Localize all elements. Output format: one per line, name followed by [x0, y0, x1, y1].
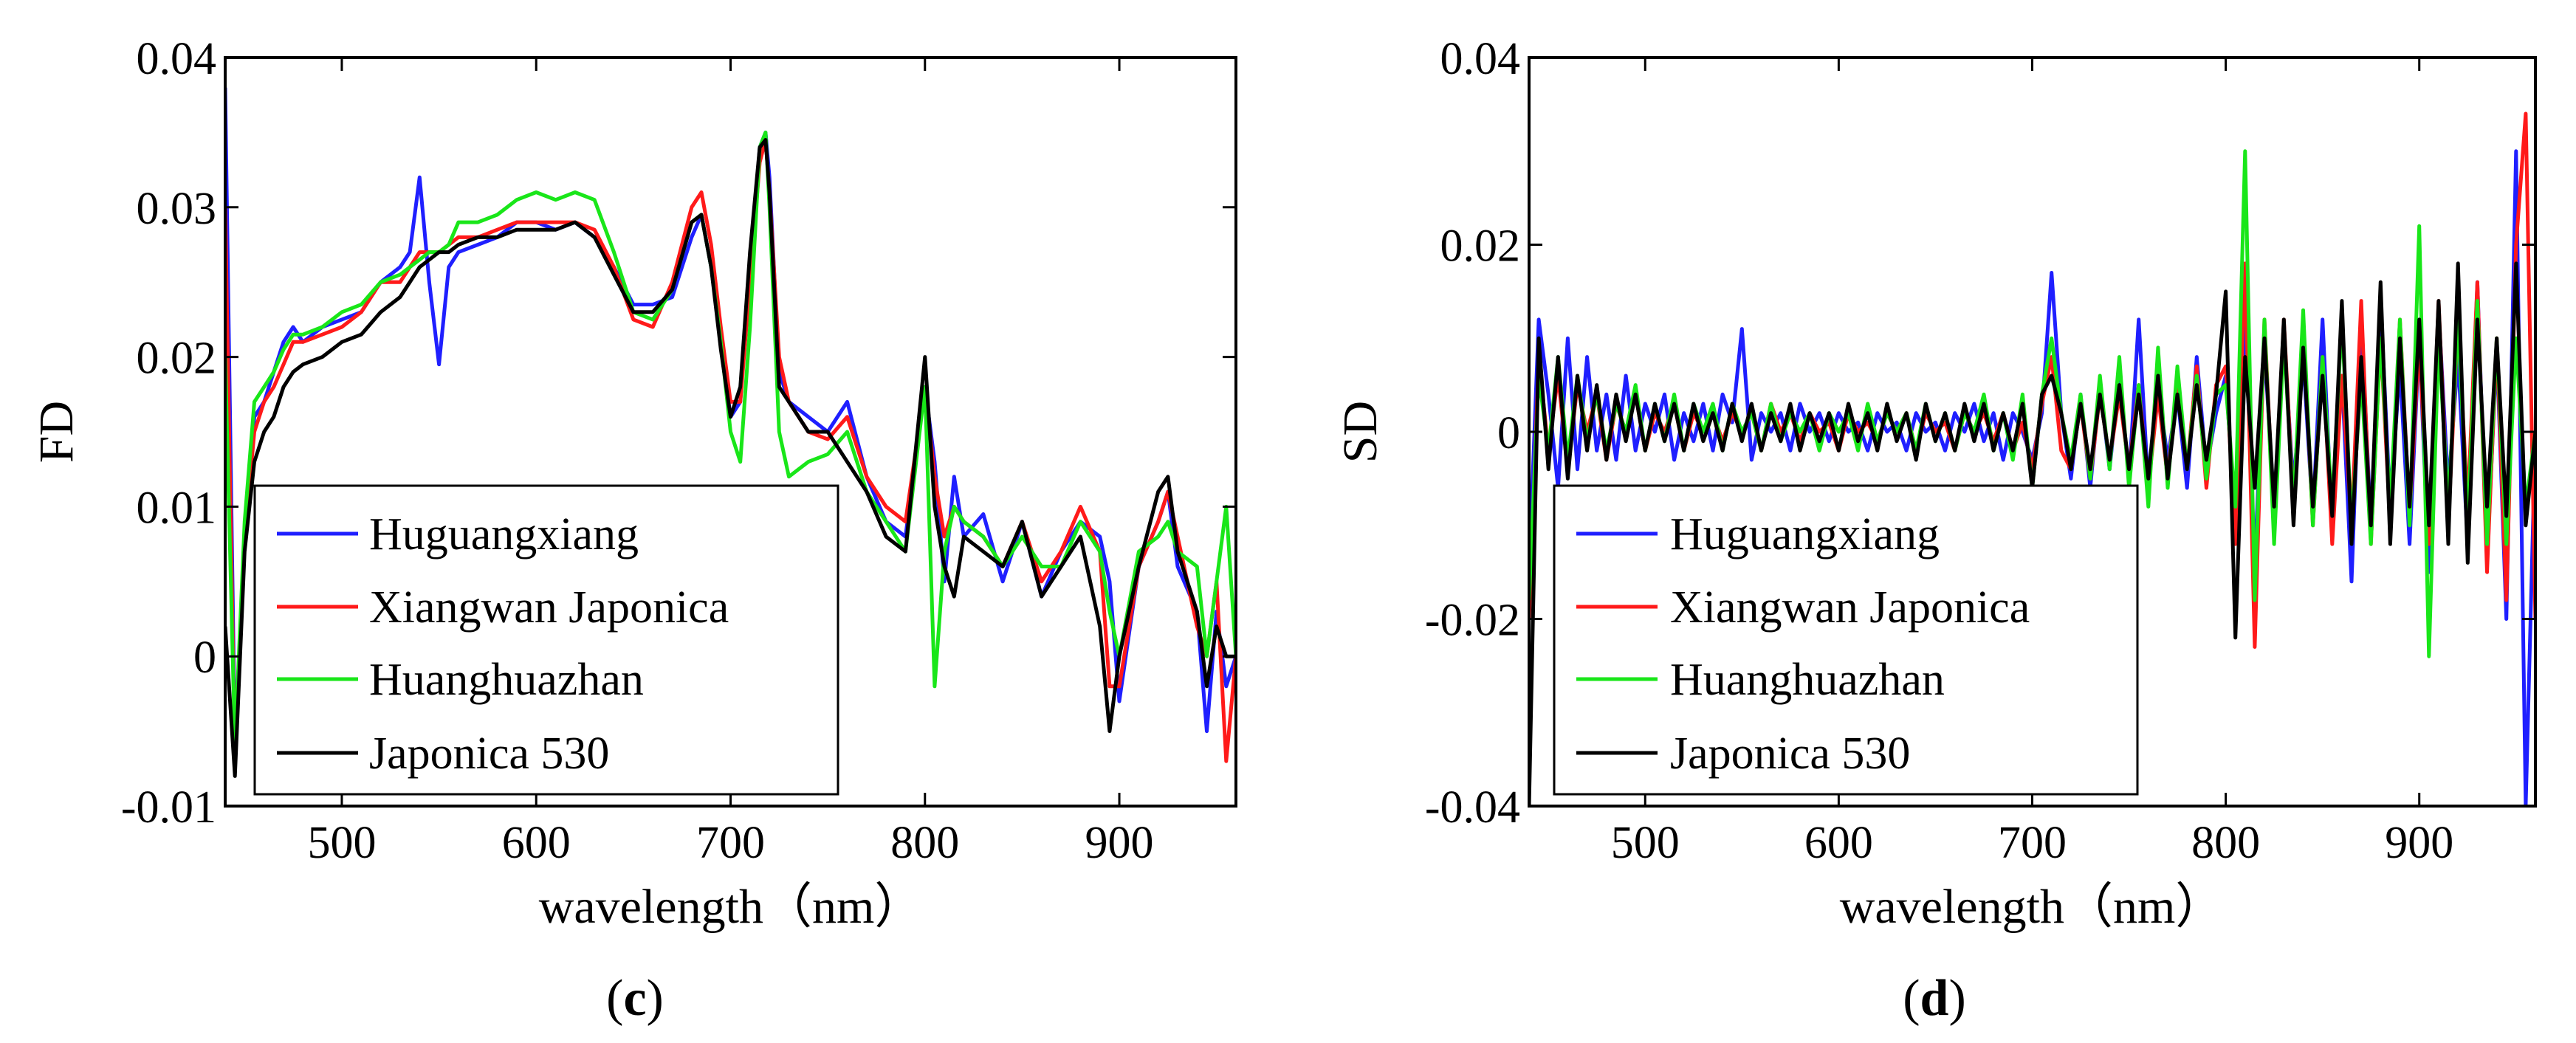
y-tick-label-d-3: 0.02: [1440, 221, 1521, 272]
x-tick-label-c-4: 900: [1085, 818, 1154, 868]
y-tick-label-c-0: -0.01: [121, 782, 216, 833]
legend-label-c-2: Huanghuazhan: [369, 655, 644, 705]
y-tick-label-d-0: -0.04: [1425, 782, 1520, 833]
legend-label-d-2: Huanghuazhan: [1670, 655, 1945, 705]
x-tick-label-c-0: 500: [307, 818, 376, 868]
legend-label-d-3: Japonica 530: [1670, 729, 1910, 779]
y-tick-label-d-4: 0.04: [1440, 34, 1521, 84]
x-axis-label-c: wavelength（nm）: [539, 880, 924, 934]
x-tick-label-d-0: 500: [1611, 818, 1680, 868]
y-tick-label-c-4: 0.03: [137, 184, 217, 234]
x-axis-label-d: wavelength（nm）: [1840, 880, 2225, 934]
ticks-layer-d: 500 600 700 800 900 -0.04 -0.02 0 0.02 0.04: [1425, 34, 2535, 868]
legend-box-c: [253, 484, 839, 796]
x-tick-label-c-2: 700: [696, 818, 765, 868]
y-tick-label-c-2: 0.01: [137, 483, 217, 533]
y-axis-label-d: SD: [1333, 401, 1387, 463]
series-layer-c: [225, 87, 1236, 778]
x-tick-label-d-2: 700: [1998, 818, 2067, 868]
chart-panel-c: 500 600 700 800 900 -0.01 0 0.01 0.02 0.03 0.04 wa…: [30, 34, 1237, 934]
legend-label-c-1: Xiangwan Japonica: [369, 582, 729, 633]
y-tick-label-d-2: 0: [1497, 408, 1520, 458]
x-tick-label-d-3: 800: [2191, 818, 2260, 868]
x-tick-label-c-3: 800: [890, 818, 959, 868]
y-tick-label-c-1: 0: [193, 633, 216, 683]
legend-label-c-0: Huguangxiang: [369, 509, 639, 560]
panel-caption-c: (c): [606, 970, 664, 1027]
y-axis-label-c: FD: [30, 401, 83, 463]
panel-letter-c: c: [623, 970, 646, 1027]
y-tick-label-c-3: 0.02: [137, 334, 217, 384]
legend-label-d-0: Huguangxiang: [1670, 509, 1940, 560]
panel-letter-d: d: [1920, 970, 1949, 1027]
x-tick-label-c-1: 600: [502, 818, 571, 868]
x-tick-label-d-1: 600: [1804, 818, 1873, 868]
chart-panel-d: 500 600 700 800 900 -0.04 -0.02 0 0.02 0.04 wavel…: [1333, 34, 2537, 934]
x-tick-label-d-4: 900: [2385, 818, 2453, 868]
panel-caption-d: (d): [1903, 970, 1966, 1027]
series-line-c-japonica-530: [225, 138, 1236, 778]
y-tick-label-d-1: -0.02: [1425, 596, 1520, 646]
ticks-layer-c: 500 600 700 800 900 -0.01 0 0.01 0.02 0.03 0.04: [121, 34, 1236, 868]
series-line-c-huanghuazhan: [225, 130, 1236, 748]
legend-label-c-3: Japonica 530: [369, 729, 609, 779]
y-tick-label-c-5: 0.04: [137, 34, 217, 84]
legend-c: Huguangxiang Xiangwan Japonica Huanghuaz…: [253, 484, 839, 796]
legend-box-d: [1553, 484, 2139, 796]
legend-label-d-1: Xiangwan Japonica: [1670, 582, 2030, 633]
legend-d: Huguangxiang Xiangwan Japonica Huanghuaz…: [1553, 484, 2139, 796]
